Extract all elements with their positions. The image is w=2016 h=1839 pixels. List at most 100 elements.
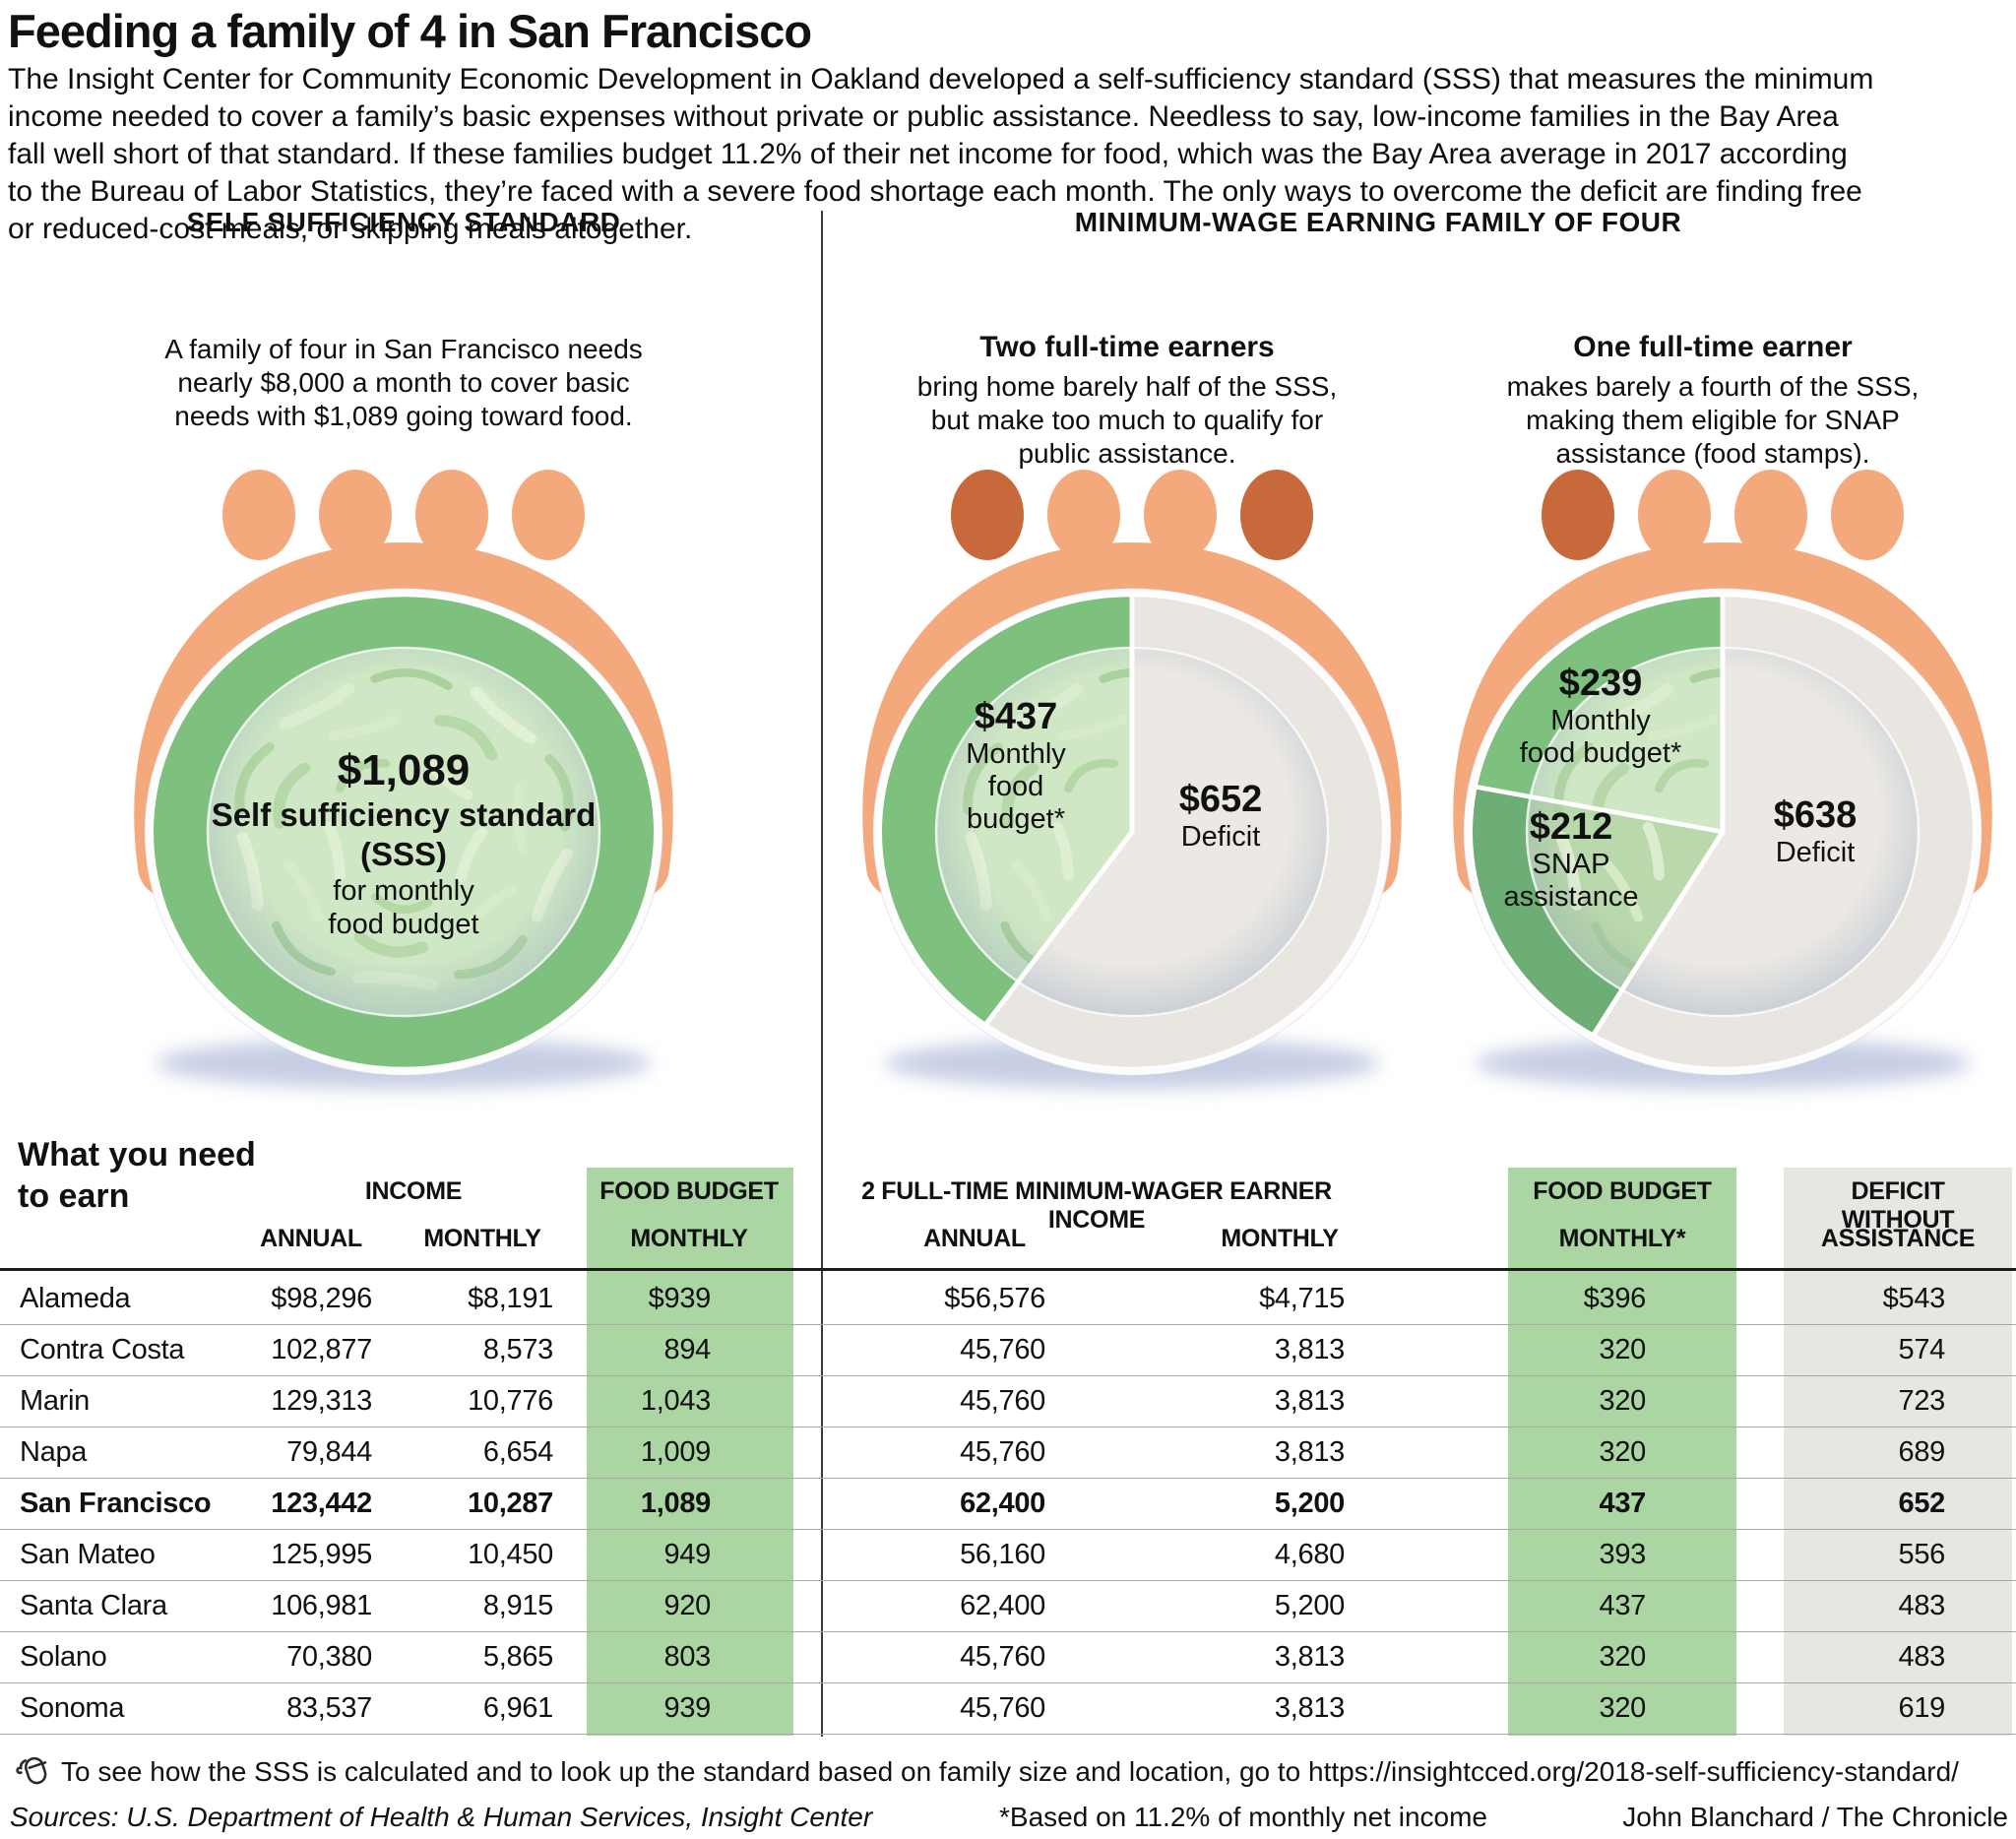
cell-mw_monthly: 5,200 — [1274, 1488, 1345, 1519]
cell-county: Contra Costa — [20, 1334, 185, 1365]
table-row: Sonoma 83,537 6,961 939 45,760 3,813 320 619 — [0, 1682, 2016, 1735]
cell-sss_monthly: 6,961 — [482, 1692, 553, 1724]
cell-mw_food: 320 — [1599, 1436, 1647, 1468]
sss-plate-chart — [134, 470, 673, 1089]
cell-deficit: 483 — [1898, 1590, 1946, 1621]
cell-sss_annual: 125,995 — [271, 1539, 372, 1570]
cell-sss_food: 1,089 — [640, 1488, 711, 1519]
mw-monthly-header: MONTHLY — [1221, 1225, 1339, 1252]
sss-monthly-header: MONTHLY — [423, 1225, 541, 1252]
one-earner-title: One full-time earner — [1573, 331, 1853, 363]
deficit-header-line1: DEFICIT WITHOUT — [1841, 1177, 1955, 1234]
food-budget-header-line2: MONTHLY — [630, 1225, 748, 1252]
cell-mw_food: 320 — [1599, 1334, 1647, 1365]
cell-deficit: $543 — [1882, 1283, 1946, 1314]
cell-sss_food: 894 — [663, 1334, 712, 1365]
cell-sss_food: 939 — [663, 1692, 712, 1724]
section-header-minimum-wage: MINIMUM-WAGE EARNING FAMILY OF FOUR — [1074, 207, 1682, 237]
cell-mw_annual: 56,160 — [960, 1539, 1045, 1570]
cell-county: San Mateo — [20, 1539, 156, 1570]
table-row: Alameda $98,296 $8,191 $939 $56,576 $4,715 $39… — [0, 1273, 2016, 1325]
sss-amount: $1,089 — [337, 746, 471, 794]
cell-county: Sonoma — [20, 1692, 125, 1724]
table-row: San Francisco 123,442 10,287 1,089 62,400 5,2… — [0, 1478, 2016, 1530]
cell-sss_annual: 70,380 — [286, 1641, 372, 1673]
cell-mw_annual: $56,576 — [944, 1283, 1045, 1314]
cell-sss_annual: 123,442 — [271, 1488, 372, 1519]
cell-deficit: 619 — [1898, 1692, 1946, 1724]
cell-deficit: 689 — [1898, 1436, 1946, 1468]
cell-mw_monthly: 3,813 — [1274, 1641, 1345, 1673]
table-title: What you need to earn — [18, 1136, 256, 1215]
cell-county: San Francisco — [20, 1488, 212, 1519]
cell-mw_food: 393 — [1599, 1539, 1647, 1570]
credit-line: John Blanchard / The Chronicle — [1622, 1802, 2008, 1832]
cell-deficit: 556 — [1898, 1539, 1946, 1570]
mw-income-group-header: 2 FULL-TIME MINIMUM-WAGER EARNER INCOME — [861, 1177, 1332, 1234]
cell-mw_food: 320 — [1599, 1692, 1647, 1724]
mw-food-budget-column-highlight — [1508, 1168, 1736, 1736]
cell-mw_monthly: 3,813 — [1274, 1436, 1345, 1468]
cell-sss_monthly: 10,287 — [468, 1488, 553, 1519]
table-row: Solano 70,380 5,865 803 45,760 3,813 320 483 — [0, 1631, 2016, 1683]
table-row: San Mateo 125,995 10,450 949 56,160 4,680 393 5… — [0, 1529, 2016, 1581]
one-earner-deficit-label: $638 Deficit — [1773, 794, 1858, 868]
table-row: Marin 129,313 10,776 1,043 45,760 3,813 320 723 — [0, 1375, 2016, 1427]
sss-plate-label: $1,089 Self sufficiency standard (SSS) f… — [158, 746, 650, 941]
cell-mw_annual: 45,760 — [960, 1385, 1045, 1417]
cell-sss_food: 803 — [663, 1641, 712, 1673]
cell-county: Solano — [20, 1641, 107, 1673]
cell-mw_annual: 45,760 — [960, 1692, 1045, 1724]
intro-paragraph: The Insight Center for Community Economi… — [8, 63, 1874, 245]
cell-county: Santa Clara — [20, 1590, 167, 1621]
mw-food-budget-header-line1: FOOD BUDGET — [1533, 1177, 1712, 1205]
cell-mw_food: 437 — [1599, 1488, 1647, 1519]
section-header-sss: SELF SUFFICIENCY STANDARD — [186, 207, 621, 237]
cell-mw_food: 437 — [1599, 1590, 1647, 1621]
deficit-column-highlight — [1784, 1168, 2012, 1736]
cell-sss_monthly: 5,865 — [482, 1641, 553, 1673]
cell-mw_monthly: 5,200 — [1274, 1590, 1345, 1621]
cell-mw_annual: 62,400 — [960, 1488, 1045, 1519]
one-earner-food-label: $239 Monthly food budget* — [1519, 663, 1682, 769]
cell-sss_monthly: 8,915 — [482, 1590, 553, 1621]
cell-deficit: 483 — [1898, 1641, 1946, 1673]
table-row: Contra Costa 102,877 8,573 894 45,760 3,813 32… — [0, 1324, 2016, 1376]
cell-mw_monthly: 3,813 — [1274, 1385, 1345, 1417]
cell-deficit: 652 — [1898, 1488, 1946, 1519]
cell-mw_monthly: 3,813 — [1274, 1692, 1345, 1724]
cell-sss_monthly: 10,450 — [468, 1539, 553, 1570]
cell-mw_food: $396 — [1583, 1283, 1647, 1314]
section-divider — [821, 211, 823, 1737]
table-row: Napa 79,844 6,654 1,009 45,760 3,813 320 689 — [0, 1427, 2016, 1479]
cell-sss_food: 1,043 — [640, 1385, 711, 1417]
cell-mw_monthly: $4,715 — [1259, 1283, 1345, 1314]
cell-sss_annual: 79,844 — [286, 1436, 372, 1468]
cell-mw_monthly: 3,813 — [1274, 1334, 1345, 1365]
food-budget-column-highlight — [587, 1168, 793, 1736]
page-title: Feeding a family of 4 in San Francisco — [8, 5, 812, 57]
table-header-rule — [0, 1268, 2016, 1271]
cell-sss_food: 920 — [663, 1590, 712, 1621]
cell-sss_annual: 83,537 — [286, 1692, 372, 1724]
computer-mouse-icon — [16, 1756, 47, 1785]
sources-line: Sources: U.S. Department of Health & Hum… — [10, 1802, 873, 1832]
cell-deficit: 723 — [1898, 1385, 1946, 1417]
cell-sss_annual: 102,877 — [271, 1334, 372, 1365]
two-earner-plate-chart — [862, 470, 1402, 1089]
cell-county: Alameda — [20, 1283, 131, 1314]
income-group-header: INCOME — [364, 1177, 463, 1205]
cell-mw_food: 320 — [1599, 1385, 1647, 1417]
cell-sss_monthly: 10,776 — [468, 1385, 553, 1417]
cell-sss_monthly: $8,191 — [468, 1283, 553, 1314]
cell-sss_monthly: 8,573 — [482, 1334, 553, 1365]
cell-sss_monthly: 6,654 — [482, 1436, 553, 1468]
cell-county: Napa — [20, 1436, 88, 1468]
cell-sss_food: $939 — [648, 1283, 712, 1314]
sss-annual-header: ANNUAL — [260, 1225, 362, 1252]
sss-description: A family of four in San Francisco needs … — [164, 334, 643, 431]
two-earners-description: bring home barely half of the SSS, but m… — [916, 371, 1338, 469]
one-earner-description: makes barely a fourth of the SSS, making… — [1506, 371, 1920, 469]
cell-mw_annual: 45,760 — [960, 1436, 1045, 1468]
